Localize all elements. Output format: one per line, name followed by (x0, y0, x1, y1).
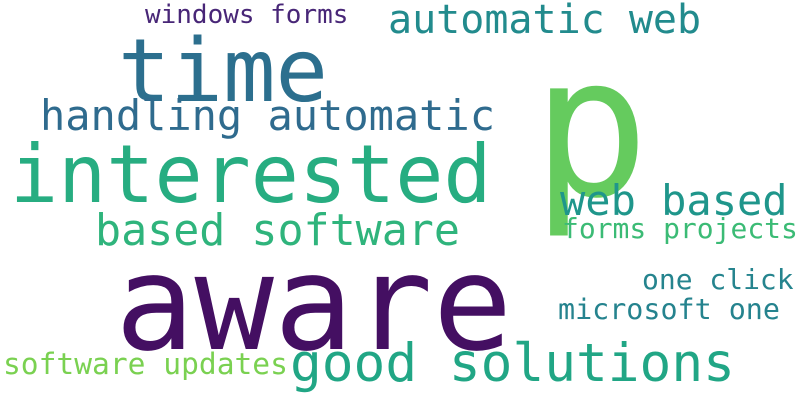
word-automatic-web: automatic web (388, 0, 702, 43)
word-forms-projects: forms projects (562, 212, 798, 245)
word-windows-forms: windows forms (145, 0, 349, 30)
word-software-updates: software updates (3, 347, 288, 381)
word-good-solutions: good solutions (290, 333, 735, 394)
word-p: p (532, 14, 650, 241)
word-aware: aware (115, 227, 513, 381)
word-web-based: web based (560, 176, 788, 225)
word-handling-automatic: handling automatic (40, 91, 495, 140)
word-based-software: based software (95, 206, 460, 256)
word-one-click: one click (642, 263, 794, 296)
word-time: time (118, 20, 328, 122)
word-interested: interested (10, 128, 492, 221)
word-microsoft-one: microsoft one (558, 293, 780, 326)
